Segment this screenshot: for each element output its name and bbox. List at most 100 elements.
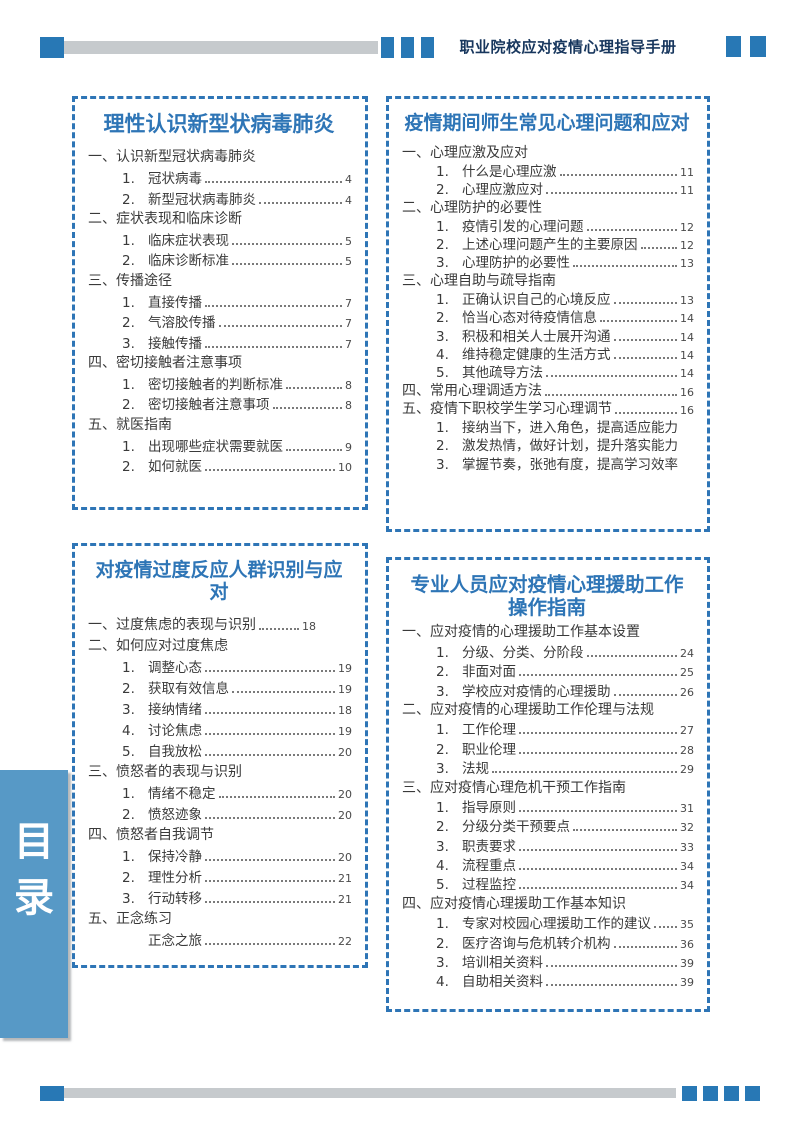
toc-entry-row: 五、 就医指南 (86, 414, 352, 435)
toc-entry-number: 三、 (88, 763, 116, 780)
toc-page-number: 12 (680, 239, 694, 253)
toc-entry-text: 流程重点 (462, 858, 516, 875)
toc-entry-text: 心理应激及应对 (430, 144, 528, 161)
toc-entry-row: 五、 疫情下职校学生学习心理调节 16 (400, 401, 694, 419)
toc-page-number: 21 (338, 892, 352, 906)
toc-entry-text: 讨论焦虑 (148, 722, 202, 739)
toc-entry-text: 获取有效信息 (148, 680, 229, 697)
toc-entry-text: 培训相关资料 (462, 955, 543, 972)
dot-leader-icon (613, 356, 677, 359)
toc-entry-number: 二、 (88, 637, 116, 654)
dot-leader-icon (519, 887, 677, 890)
toc-entry-text: 自助相关资料 (462, 974, 543, 991)
toc-entry-number: 四、 (402, 895, 430, 912)
toc-entry-text: 激发热情，做好计划，提升落实能力 (462, 438, 678, 455)
dot-leader-icon (492, 771, 677, 774)
toc-entry-number: 1. (122, 848, 135, 865)
dot-leader-icon (519, 674, 677, 677)
toc-entry-text: 过度焦虑的表现与识别 (116, 616, 256, 633)
toc-entry-number: 2. (122, 253, 135, 270)
dot-leader-icon (586, 654, 677, 657)
toc-entry-number: 二、 (402, 199, 430, 216)
toc-page-number: 39 (680, 957, 694, 971)
toc-entry-row: 3. 学校应对疫情的心理援助 26 (400, 681, 694, 700)
toc-entry-row: 1. 正确认识自己的心境反应 13 (400, 291, 694, 309)
toc-entry-row: 1. 接纳当下，进入角色，提高适应能力 (400, 419, 694, 437)
dot-leader-icon (573, 265, 677, 268)
toc-entry-row: 2. 职业伦理 28 (400, 739, 694, 758)
toc-entry-text: 掌握节奏，张弛有度，提高学习效率 (462, 456, 678, 473)
toc-entry-row: 2. 密切接触者注意事项 8 (86, 394, 352, 415)
toc-entry-number: 四、 (88, 355, 116, 372)
toc-entry-number: 5. (436, 365, 449, 382)
toc-entry-text: 临床症状表现 (148, 232, 229, 249)
toc-page-number: 13 (680, 257, 694, 271)
dot-leader-icon (519, 809, 677, 812)
header-tick-icon (401, 37, 414, 58)
toc-entry-text: 保持冷静 (148, 848, 202, 865)
dot-leader-icon (232, 263, 342, 266)
toc-page-number: 28 (680, 743, 694, 757)
toc-entry-text: 愤怒者的表现与识别 (116, 763, 242, 780)
toc-entry-number: 3. (122, 890, 135, 907)
toc-page-number: 14 (680, 367, 694, 381)
dot-leader-icon (559, 174, 677, 176)
toc-entry-number: 3. (436, 761, 449, 778)
toc-entry-text: 应对疫情的心理援助工作基本设置 (430, 624, 640, 641)
dot-leader-icon (546, 192, 677, 195)
toc-page-number: 20 (338, 808, 352, 822)
toc-box-overreaction: 对疫情过度反应人群识别与应对 一、 过度焦虑的表现与识别 18 二、 如何应对过度焦虑 1… (72, 543, 368, 968)
dot-leader-icon (205, 753, 335, 756)
toc-entry-number: 2. (122, 680, 135, 697)
toc-page-number: 8 (345, 378, 352, 392)
toc-page-number: 7 (345, 317, 352, 331)
toc-entry-row: 3. 积极和相关人士展开沟通 14 (400, 327, 694, 345)
toc-page-number: 5 (345, 234, 352, 248)
toc-entry-number: 3. (436, 328, 449, 345)
toc-entry-number: 3. (436, 955, 449, 972)
dot-leader-icon (205, 469, 335, 472)
dot-leader-icon (613, 945, 677, 948)
dot-leader-icon (205, 879, 335, 882)
toc-entry-number: 2. (122, 315, 135, 332)
toc-entry-row: 1. 直接传播 7 (86, 291, 352, 312)
toc-page-number: 32 (680, 821, 694, 835)
toc-entry-row: 三、 愤怒者的表现与识别 (86, 761, 352, 782)
toc-entry-row: 一、 心理应激及应对 (400, 144, 694, 162)
toc-box-title: 专业人员应对疫情心理援助工作操作指南 (410, 573, 684, 619)
toc-entry-text: 愤怒者自我调节 (116, 826, 214, 843)
toc-entry-row: 2. 气溶胶传播 7 (86, 312, 352, 333)
toc-entry-text: 过程监控 (462, 877, 516, 894)
toc-entry-row: 1. 分级、分类、分阶段 24 (400, 642, 694, 661)
toc-page-number: 19 (338, 682, 352, 696)
toc-entry-row: 三、 心理自助与疏导指南 (400, 272, 694, 290)
toc-entry-row: 5. 其他疏导方法 14 (400, 364, 694, 382)
toc-entry-text: 职责要求 (462, 838, 516, 855)
toc-entry-row: 1. 调整心态 19 (86, 656, 352, 677)
toc-entry-number: 2. (436, 310, 449, 327)
toc-page-number: 36 (680, 937, 694, 951)
toc-entry-number: 4. (436, 858, 449, 875)
toc-entry-text: 应对疫情心理援助工作基本知识 (430, 895, 626, 912)
toc-entry-number: 1. (436, 644, 449, 661)
toc-entry-text: 临床诊断标准 (148, 253, 229, 270)
toc-entry-number: 2. (122, 806, 135, 823)
dot-leader-icon (218, 795, 335, 798)
toc-entry-number: 1. (436, 218, 449, 235)
toc-page-number: 34 (680, 879, 694, 893)
toc-entry-row: 2. 非面对面 25 (400, 662, 694, 681)
toc-entry-text: 如何就医 (148, 459, 202, 476)
dot-leader-icon (613, 693, 677, 696)
toc-entry-text: 情绪不稳定 (148, 785, 216, 802)
toc-entry-row: 1. 出现哪些症状需要就医 9 (86, 435, 352, 456)
toc-entry-row: 1. 密切接触者的判断标准 8 (86, 373, 352, 394)
header-tick-icon (726, 36, 741, 57)
toc-page-number: 19 (338, 661, 352, 675)
toc-entry-row: 3. 职责要求 33 (400, 836, 694, 855)
footer-tick-icon (682, 1086, 697, 1101)
toc-page-number: 4 (345, 172, 352, 186)
toc-entry-number: 3. (122, 701, 135, 718)
toc-entry-row: 3. 掌握节奏，张弛有度，提高学习效率 (400, 455, 694, 473)
dot-leader-icon (205, 732, 335, 735)
toc-entry-number: 三、 (402, 779, 430, 796)
